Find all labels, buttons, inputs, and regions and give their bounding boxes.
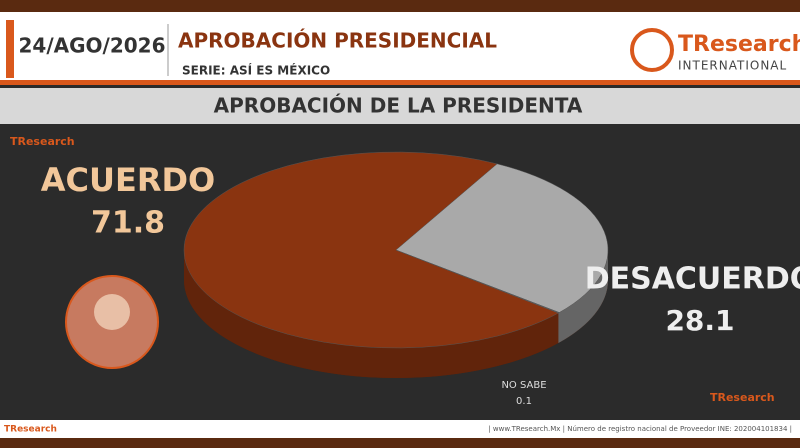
label-value: 71.8: [91, 206, 165, 241]
header-subtitle: SERIE: ASÍ ES MÉXICO: [182, 63, 330, 78]
pie-rim: [558, 250, 608, 343]
date: 24/AGO/2026: [18, 34, 165, 58]
label-category: NO SABE: [501, 380, 546, 391]
label-value: 0.1: [516, 396, 532, 407]
bottom-strip: [0, 438, 800, 448]
footer-logo: TResearch: [4, 425, 57, 435]
header-accent: [6, 20, 14, 78]
label-category: ACUERDO: [41, 161, 216, 199]
logo-sub: INTERNATIONAL: [678, 59, 787, 73]
pie-rim: [184, 250, 608, 378]
header-title: APROBACIÓN PRESIDENCIAL: [178, 29, 497, 53]
footer-band: [0, 420, 800, 438]
pie: [183, 151, 609, 378]
pie-slice: [395, 249, 560, 314]
pie-slice: [183, 151, 559, 349]
footer-text: | www.TResearch.Mx | Número de registro …: [488, 425, 792, 433]
logo-icon: [630, 28, 674, 72]
label-category: DESACUERDO: [585, 262, 800, 297]
pie-slice: [395, 163, 609, 313]
top-strip: [0, 0, 800, 12]
logo: TResearch: [678, 32, 800, 57]
title-band: [0, 88, 800, 124]
watermark: TResearch: [710, 391, 775, 404]
label-value: 28.1: [665, 304, 734, 337]
header-rule: [0, 80, 800, 85]
header-band: [0, 12, 800, 84]
watermark: TResearch: [10, 135, 75, 148]
chart-title: APROBACIÓN DE LA PRESIDENTA: [214, 94, 583, 118]
portrait-face: [94, 294, 130, 330]
